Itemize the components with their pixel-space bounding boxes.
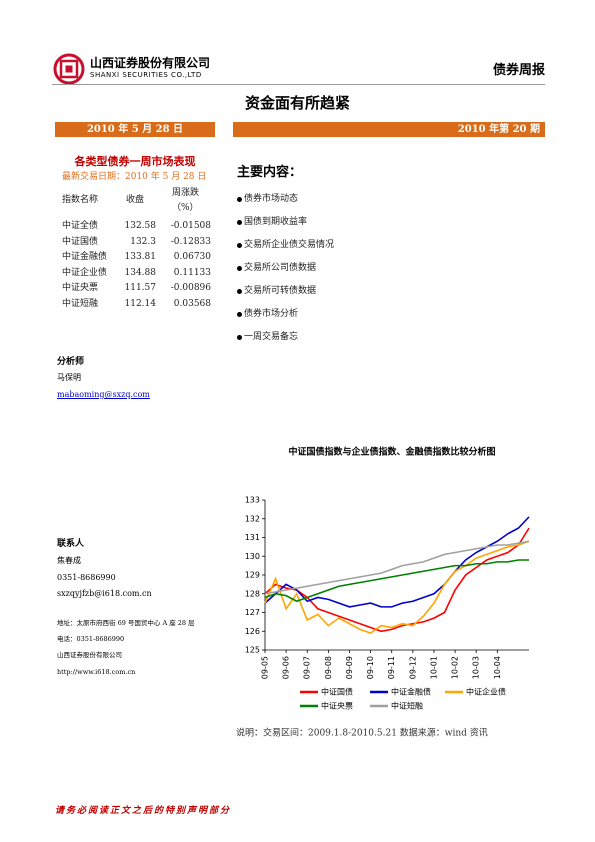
contents-item: 一周交易备忘 [244, 332, 299, 342]
table-header: 周涨跌 [172, 188, 200, 198]
legend-label: 中证企业债 [466, 687, 506, 697]
contact-name: 焦春成 [57, 556, 81, 565]
contact-phone: 0351-8686990 [57, 573, 116, 582]
legend-label: 中证央票 [321, 701, 353, 711]
x-tick-label: 09-11 [387, 656, 396, 679]
x-tick-label: 10-02 [451, 656, 460, 679]
table-header: 收盘 [126, 195, 145, 205]
table-cell: -0.01508 [170, 221, 211, 231]
y-tick-label: 125 [245, 646, 260, 655]
table-cell: 0.11133 [173, 267, 211, 278]
table-cell: 中证央票 [62, 283, 99, 293]
y-tick-label: 130 [245, 552, 260, 561]
bullet [237, 335, 242, 340]
contact-address: 地址：太原市府西街 69 号国贸中心 A 座 28 层 [57, 619, 195, 627]
x-tick-label: 09-08 [324, 656, 333, 679]
legend-label: 中证国债 [321, 687, 353, 697]
series-line [264, 516, 530, 608]
table-cell: 132.3 [130, 236, 156, 247]
x-tick-label: 09-06 [282, 656, 291, 679]
bullet [237, 197, 242, 202]
series-line [264, 559, 529, 603]
series-line [264, 540, 530, 595]
contact-url: http://www.i618.com.cn [57, 668, 136, 676]
table-cell: 112.14 [124, 298, 157, 309]
contents-item: 债券市场分析 [244, 309, 299, 319]
contents-item: 债券市场动态 [244, 194, 299, 204]
x-tick-label: 10-01 [429, 656, 438, 679]
table-cell: 0.06730 [173, 252, 211, 262]
title: 资金面有所趋紧 [244, 94, 350, 112]
table-cell: 132.58 [124, 221, 157, 231]
table-cell: 中证企业债 [62, 267, 108, 278]
table-cell: 111.57 [124, 283, 157, 293]
company-en: SHANXI SECURITIES CO.,LTD [90, 71, 202, 79]
bullet [237, 243, 242, 248]
report-type: 债券周报 [492, 63, 545, 78]
contents-title: 主要内容： [237, 165, 303, 180]
table-subtitle: 最新交易日期：2010 年 5 月 28 日 [62, 172, 207, 182]
contact-email: sxzqyjfzb@i618.com.cn [57, 589, 152, 598]
date-bar [55, 122, 215, 137]
table-cell: 中证短融 [62, 298, 99, 309]
x-tick-label: 10-03 [472, 656, 481, 679]
table-header: （%） [172, 203, 199, 213]
x-tick-label: 09-10 [366, 656, 375, 679]
y-tick-label: 128 [245, 589, 260, 598]
table-cell: -0.00896 [170, 283, 211, 293]
contact-tel: 电话：0351-8686990 [57, 635, 125, 643]
analyst-email[interactable]: mabaoming@sxzq.com [57, 390, 150, 399]
y-tick-label: 126 [245, 627, 260, 636]
series-line [264, 527, 530, 633]
contact-company: 山西证券股份有限公司 [57, 651, 122, 659]
x-tick-label: 09-07 [303, 656, 312, 679]
chart-footnote: 说明：交易区间：2009.1.8-2010.5.21 数据来源：wind 资讯 [236, 727, 488, 739]
table-title: 各类型债券一周市场表现 [74, 155, 196, 168]
x-tick-label: 09-12 [408, 656, 417, 679]
footer: 请务必阅读正文之后的特别声明部分 [55, 806, 232, 816]
contents-item: 国债到期收益率 [244, 217, 308, 227]
analyst-name: 马保明 [57, 373, 81, 382]
y-tick-label: 132 [245, 514, 260, 523]
y-tick-label: 127 [245, 608, 260, 617]
y-tick-label: 133 [245, 496, 260, 505]
x-tick-label: 09-05 [261, 656, 270, 679]
legend-label: 中证金融债 [391, 687, 431, 697]
table-cell: 中证金融债 [62, 252, 108, 262]
contents-item: 交易所企业债交易情况 [244, 240, 335, 250]
table-cell: 0.03568 [173, 298, 211, 309]
table-cell: 中证国债 [62, 236, 99, 247]
table-cell: -0.12833 [170, 236, 211, 247]
table-cell: 中证全债 [62, 221, 99, 231]
legend-label: 中证短融 [391, 701, 423, 711]
bullet [237, 289, 242, 294]
contact-title: 联系人 [57, 539, 85, 549]
table-cell: 134.88 [124, 267, 157, 278]
logo [53, 53, 85, 85]
table-header: 指数名称 [62, 195, 99, 205]
issue-bar [233, 122, 545, 137]
chart: 中证国债指数与企业债指数、金融债指数比较分析图 说明：交易区间：2009.1.8… [236, 446, 530, 739]
x-tick-label: 10-04 [493, 656, 502, 679]
header-rule [52, 84, 545, 85]
x-tick-label: 09-09 [345, 656, 354, 679]
bullet [237, 266, 242, 271]
bullet [237, 220, 242, 225]
y-tick-label: 131 [245, 533, 260, 542]
bullet [237, 312, 242, 317]
y-tick-label: 129 [245, 571, 260, 580]
contents-item: 交易所公司债数据 [244, 263, 317, 273]
contents-item: 交易所可转债数据 [244, 286, 317, 296]
date: 2010 年 5 月 28 日 [86, 124, 184, 135]
chart-title: 中证国债指数与企业债指数、金融债指数比较分析图 [288, 446, 495, 458]
analyst-title: 分析师 [57, 357, 85, 367]
issue: 2010 年第 20 期 [457, 124, 540, 135]
series-line [264, 540, 530, 635]
table-cell: 133.81 [124, 252, 157, 262]
company: 山西证券股份有限公司 [90, 56, 211, 70]
